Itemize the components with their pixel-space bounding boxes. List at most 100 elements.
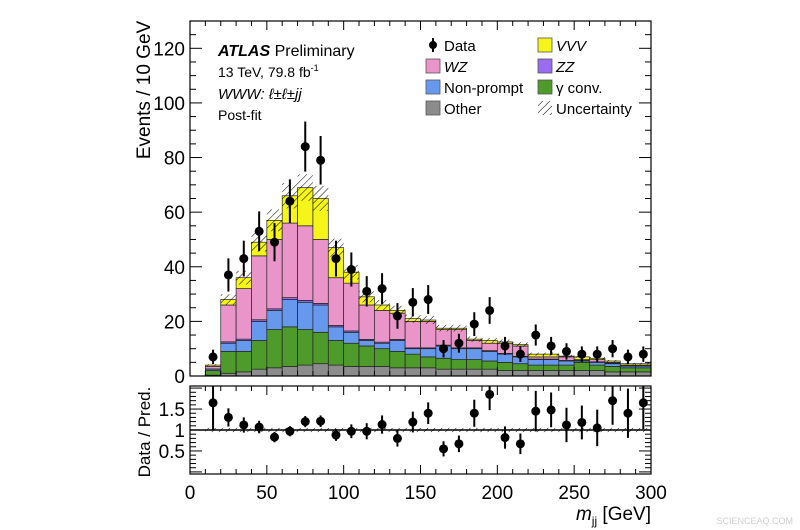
y-tick-label: 80: [164, 149, 185, 170]
uncertainty-hatch: [635, 362, 651, 365]
fit-label: Post-fit: [218, 107, 262, 123]
bar-nonprompt: [589, 361, 606, 366]
data-point: [439, 344, 449, 354]
watermark: SCIENCEAQ.COM: [716, 516, 793, 526]
ratio-point: [208, 398, 218, 408]
uncertainty-hatch: [528, 352, 544, 356]
bar-other: [435, 368, 452, 377]
bar-conv: [481, 360, 498, 370]
data-point: [377, 284, 387, 294]
ratio-point: [239, 420, 249, 430]
bar-conv: [496, 361, 514, 371]
bar-conv: [251, 340, 268, 370]
bar-nonprompt: [374, 342, 391, 350]
bar-conv: [404, 353, 421, 369]
bar-other: [235, 371, 252, 377]
ratio-point: [300, 417, 310, 427]
y-tick-label: 0: [174, 367, 185, 388]
data-point: [423, 295, 433, 305]
data-point: [561, 346, 571, 356]
data-point: [254, 226, 264, 236]
bar-wz: [358, 304, 375, 340]
bar-wz: [281, 222, 298, 298]
bar-other: [604, 371, 621, 377]
data-point: [223, 270, 233, 280]
bar-conv: [297, 329, 314, 366]
bar-nonprompt: [558, 360, 575, 366]
bar-other: [527, 370, 544, 377]
x-tick-label: 300: [635, 483, 667, 504]
bar-conv: [281, 326, 298, 367]
x-tick-label: 150: [405, 483, 437, 504]
uncertainty-hatch: [466, 336, 482, 342]
ratio-point: [577, 417, 587, 427]
uncertainty-hatch: [435, 324, 452, 332]
bar-other: [327, 364, 345, 377]
bar-conv: [205, 370, 222, 376]
bar-nonprompt: [297, 301, 314, 330]
bar-nonprompt: [389, 340, 406, 352]
channel-label: WWW: ℓ±ℓ±jj: [218, 86, 302, 103]
legend-label-vvv: VVV: [556, 38, 588, 55]
ratio-point: [608, 396, 618, 406]
ratio-point: [377, 420, 387, 430]
ratio-ylabel: Data / Pred.: [135, 387, 154, 478]
uncertainty-hatch: [205, 364, 221, 366]
x-tick-label: 100: [328, 483, 360, 504]
uncertainty-hatch: [604, 359, 621, 363]
bar-nonprompt: [220, 342, 237, 352]
bar-wz: [420, 321, 437, 349]
data-point: [346, 265, 356, 274]
data-point: [316, 155, 326, 165]
uncertainty-hatch: [236, 270, 252, 285]
data-point: [546, 341, 556, 351]
legend-label-wz: WZ: [444, 59, 468, 76]
bar-other: [635, 371, 652, 377]
bar-conv: [527, 364, 544, 371]
legend-label-other: Other: [444, 101, 482, 118]
legend-label-uncertainty: Uncertainty: [556, 101, 632, 118]
data-point: [285, 196, 295, 206]
bar-conv: [450, 359, 467, 370]
bar-other: [496, 370, 514, 377]
ratio-point: [331, 430, 341, 440]
ratio-point: [638, 398, 648, 408]
data-point: [577, 349, 587, 359]
bar-conv: [420, 356, 437, 369]
bar-wz: [251, 255, 268, 321]
ratio-y-tick-label: 1: [174, 421, 185, 442]
bar-other: [251, 368, 268, 377]
legend: Data VVV WZ ZZ Non-prompt γ conv. Other Uncerta…: [425, 37, 632, 118]
bar-wz: [481, 342, 498, 351]
bar-nonprompt: [604, 363, 621, 367]
uncertainty-hatch: [266, 209, 283, 232]
bar-other: [312, 363, 329, 377]
data-point: [362, 286, 372, 296]
data-point: [270, 237, 280, 247]
legend-label-nonprompt: Non-prompt: [444, 80, 524, 97]
x-axis-label: mjj [GeV]: [576, 504, 651, 528]
bar-conv: [435, 357, 452, 370]
x-tick-label: 0: [185, 483, 196, 504]
legend-data-marker: [429, 41, 437, 49]
data-point: [300, 142, 310, 152]
bar-other: [589, 370, 606, 377]
bar-other: [404, 367, 421, 377]
ratio-point: [454, 439, 464, 449]
bar-conv: [466, 359, 483, 370]
uncertainty-hatch: [297, 174, 313, 201]
bar-nonprompt: [281, 299, 298, 328]
bar-nonprompt: [496, 353, 514, 363]
bar-nonprompt: [404, 348, 421, 355]
bar-wz: [235, 288, 252, 340]
bar-conv: [312, 331, 329, 365]
uncertainty-hatch: [374, 300, 390, 310]
uncertainty-hatch: [220, 294, 237, 305]
bar-other: [266, 367, 283, 377]
data-point: [515, 349, 525, 359]
ratio-point: [346, 426, 356, 436]
bar-other: [389, 367, 406, 377]
legend-swatch-other: [425, 100, 441, 116]
bar-conv: [589, 364, 606, 371]
